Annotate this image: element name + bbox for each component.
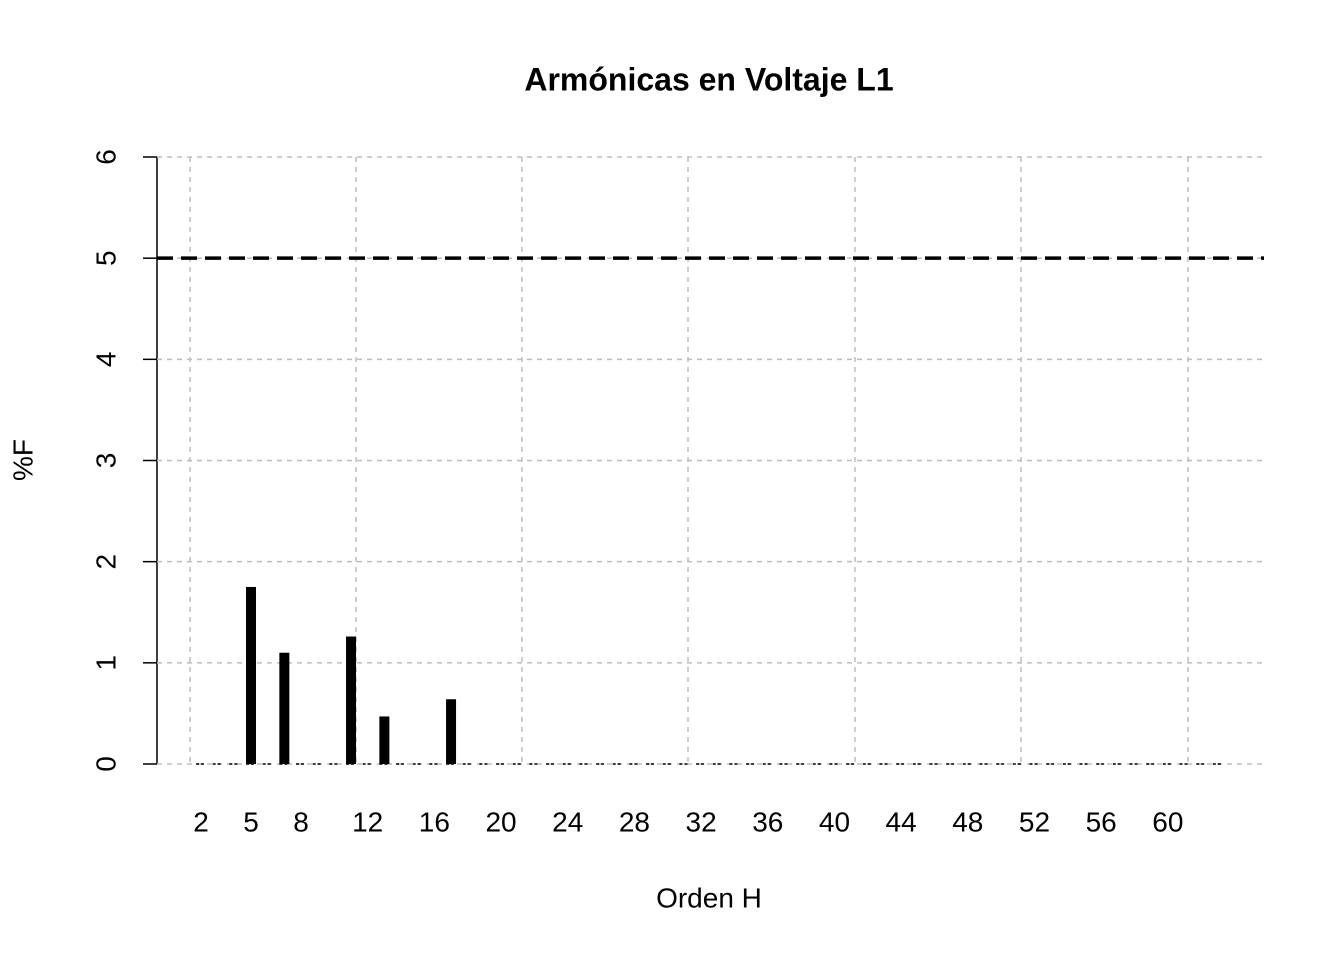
x-tick-label: 48 xyxy=(952,806,983,837)
x-tick-label: 44 xyxy=(886,806,917,837)
y-axis-label: %F xyxy=(7,439,38,481)
x-tick-label: 56 xyxy=(1086,806,1117,837)
bar xyxy=(346,636,357,764)
x-tick-label: 2 xyxy=(193,806,209,837)
y-tick-label: 0 xyxy=(90,756,121,772)
x-tick-label: 16 xyxy=(419,806,450,837)
x-tick-label: 52 xyxy=(1019,806,1050,837)
y-tick-label: 5 xyxy=(90,250,121,266)
bar xyxy=(279,652,290,764)
x-tick-label: 28 xyxy=(619,806,650,837)
y-tick-label: 4 xyxy=(90,352,121,368)
x-tick-label: 20 xyxy=(485,806,516,837)
x-tick-label: 32 xyxy=(686,806,717,837)
y-tick-label: 1 xyxy=(90,655,121,671)
y-tick-label: 3 xyxy=(90,453,121,469)
bar xyxy=(246,586,257,764)
x-tick-label: 40 xyxy=(819,806,850,837)
x-tick-label: 60 xyxy=(1152,806,1183,837)
x-tick-label: 5 xyxy=(243,806,259,837)
x-tick-label: 8 xyxy=(293,806,309,837)
bar xyxy=(379,716,390,764)
y-tick-label: 2 xyxy=(90,554,121,570)
y-tick-label: 6 xyxy=(90,149,121,165)
x-tick-label: 24 xyxy=(552,806,583,837)
x-axis-label: Orden H xyxy=(656,882,762,913)
x-tick-label: 36 xyxy=(752,806,783,837)
x-tick-label: 12 xyxy=(352,806,383,837)
chart-title: Armónicas en Voltaje L1 xyxy=(524,61,893,97)
bar xyxy=(446,699,457,764)
